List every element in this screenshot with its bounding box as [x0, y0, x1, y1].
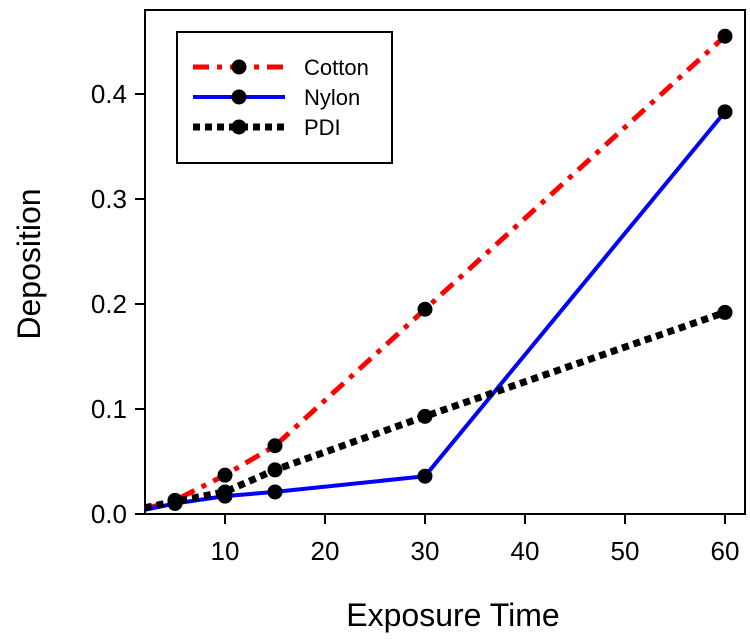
series-pdi: [144, 304, 733, 512]
series-line-pdi: [144, 309, 727, 512]
x-axis-label: Exposure Time: [346, 597, 559, 633]
series-layer: [144, 28, 733, 512]
data-point-cotton: [217, 467, 233, 483]
legend-entry-cotton: Cotton: [193, 55, 369, 80]
y-tick-label: 0.0: [91, 499, 127, 529]
y-tick-label: 0.3: [91, 184, 127, 214]
data-point-cotton: [717, 28, 733, 44]
series-nylon: [144, 104, 733, 512]
data-point-pdi: [167, 493, 183, 509]
y-tick-label: 0.2: [91, 289, 127, 319]
x-tick-label: 50: [611, 536, 640, 566]
x-tick-label: 20: [311, 536, 340, 566]
data-point-nylon: [417, 468, 433, 484]
y-tick-label: 0.4: [91, 79, 127, 109]
x-tick-label: 30: [411, 536, 440, 566]
y-axis-label: Deposition: [11, 188, 47, 339]
legend-label: Cotton: [304, 55, 369, 80]
axes-layer: 10 20 30 40 50 60 0.0 0.1 0.2 0.3 0.4: [91, 9, 746, 566]
data-point-pdi: [217, 484, 233, 500]
legend: Cotton Nylon PDI: [176, 31, 393, 164]
data-point-nylon: [267, 484, 283, 500]
data-point-pdi: [417, 408, 433, 424]
data-point-pdi: [267, 462, 283, 478]
series-line-nylon: [144, 110, 727, 512]
x-tick-label: 40: [511, 536, 540, 566]
x-tick-label: 10: [211, 536, 240, 566]
legend-entry-nylon: Nylon: [193, 85, 360, 110]
x-tick-label: 60: [711, 536, 740, 566]
plot-frame: [144, 9, 746, 515]
data-point-pdi: [717, 304, 733, 320]
legend-label: Nylon: [304, 85, 360, 110]
legend-label: PDI: [304, 115, 341, 140]
legend-entry-pdi: PDI: [193, 115, 341, 140]
data-point-cotton: [267, 438, 283, 454]
data-point-cotton: [417, 301, 433, 317]
legend-marker: [231, 119, 247, 135]
legend-marker: [231, 89, 247, 105]
y-tick-label: 0.1: [91, 394, 127, 424]
legend-marker: [231, 59, 247, 75]
data-point-nylon: [717, 104, 733, 120]
